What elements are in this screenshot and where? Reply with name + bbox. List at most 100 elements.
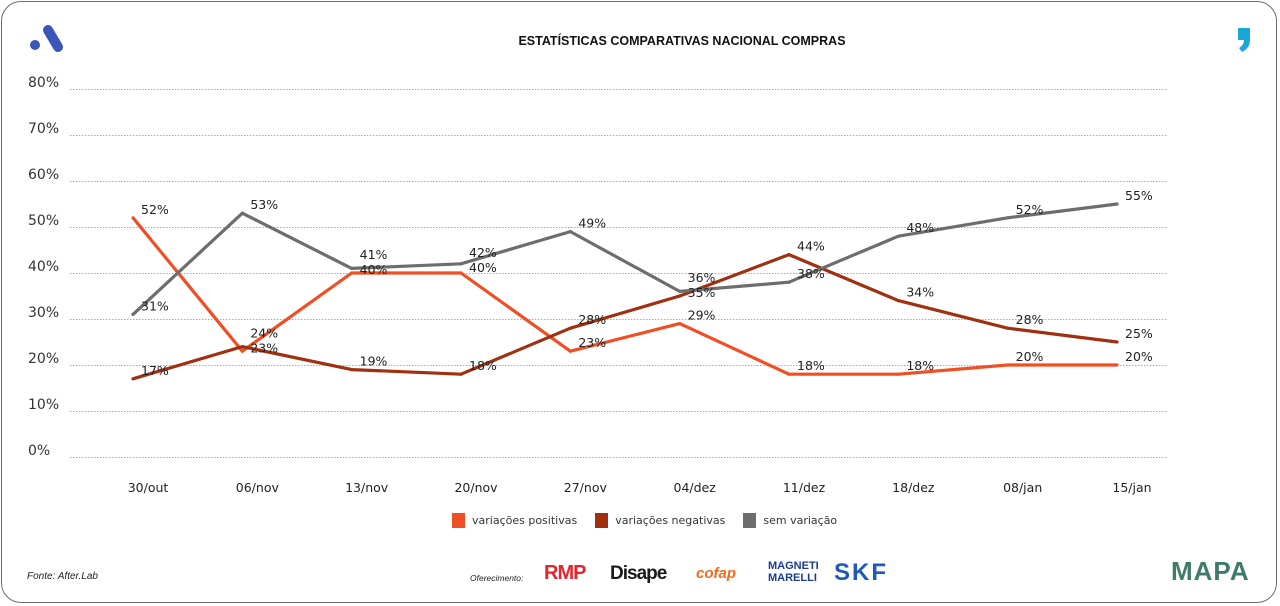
data-label: 31% — [141, 298, 169, 313]
data-point — [240, 211, 244, 215]
data-point — [1006, 216, 1010, 220]
data-point — [1115, 202, 1119, 206]
legend-label: variações negativas — [615, 514, 726, 527]
quote-mark-icon — [1238, 28, 1250, 52]
series-line-2 — [131, 202, 1118, 316]
legend-swatch — [452, 513, 465, 528]
data-label: 44% — [797, 239, 825, 254]
data-point — [1115, 363, 1119, 367]
mapa-logo: MAPA — [1171, 556, 1250, 586]
data-label: 53% — [250, 197, 278, 212]
brand-logo-icon — [30, 25, 63, 52]
series-line-0 — [131, 216, 1117, 376]
y-tick-label: 70% — [28, 121, 59, 137]
data-label: 19% — [360, 354, 388, 369]
data-point — [896, 299, 900, 303]
data-label: 18% — [469, 358, 497, 373]
data-point — [678, 294, 682, 298]
y-tick-label: 40% — [28, 259, 59, 275]
x-tick-label: 20/nov — [454, 480, 498, 495]
data-label: 41% — [360, 247, 388, 262]
data-label: 34% — [906, 285, 934, 300]
legend-item-negative: variações negativas — [595, 513, 725, 528]
y-tick-label: 60% — [28, 167, 59, 183]
source-note: Fonte: After.Lab — [27, 571, 98, 582]
data-point — [131, 377, 135, 381]
x-tick-label: 11/dez — [783, 480, 826, 495]
x-tick-label: 15/jan — [1112, 480, 1151, 495]
data-label: 23% — [250, 340, 278, 355]
data-point — [678, 322, 682, 326]
series-line-1 — [132, 253, 1118, 381]
data-point — [787, 280, 791, 284]
legend-item-positive: variações positivas — [452, 513, 577, 528]
data-point — [350, 266, 354, 270]
x-tick-label: 30/out — [128, 480, 169, 495]
data-point — [678, 289, 682, 293]
legend-swatch — [595, 513, 609, 528]
legend-label: sem variação — [763, 514, 838, 527]
y-tick-label: 80% — [28, 75, 59, 91]
sponsor-caption: Oferecimento: — [470, 573, 524, 583]
data-label: 28% — [578, 312, 606, 327]
data-label: 17% — [141, 363, 169, 378]
y-tick-label: 30% — [28, 305, 59, 321]
data-label: 18% — [797, 358, 825, 373]
data-label: 35% — [688, 285, 716, 300]
data-point — [568, 230, 572, 234]
data-label: 18% — [906, 358, 934, 373]
x-tick-label: 08/jan — [1003, 480, 1042, 495]
data-point — [350, 368, 354, 372]
sponsor-logo-disape: Disape — [610, 563, 667, 584]
data-point — [240, 345, 244, 349]
data-label: 40% — [360, 262, 388, 277]
data-point — [568, 349, 572, 353]
data-label: 48% — [906, 220, 934, 235]
y-tick-label: 10% — [28, 397, 59, 413]
x-tick-label: 18/dez — [892, 480, 935, 495]
x-tick-label: 13/nov — [345, 480, 389, 495]
data-point — [459, 271, 463, 275]
data-label: 40% — [469, 260, 497, 275]
y-tick-label: 20% — [28, 351, 59, 367]
sponsor-logo-cofap: cofap — [696, 565, 737, 582]
data-label: 52% — [1016, 202, 1044, 217]
data-point — [896, 234, 900, 238]
data-label: 29% — [688, 308, 716, 323]
sponsor-logo-rmp: RMP — [544, 562, 586, 584]
data-label: 55% — [1125, 188, 1153, 203]
data-point — [787, 372, 791, 376]
data-point — [787, 253, 791, 257]
data-label: 49% — [578, 216, 606, 231]
data-point — [131, 216, 135, 220]
y-tick-label: 50% — [28, 213, 59, 229]
sponsor-logo-magneti-marelli: MAGNETI MARELLI — [768, 560, 819, 584]
data-point — [1006, 363, 1010, 367]
data-label: 52% — [141, 202, 169, 217]
chart-title: ESTATÍSTICAS COMPARATIVAS NACIONAL COMPR… — [518, 34, 846, 48]
data-point — [240, 349, 244, 353]
data-label: 20% — [1125, 349, 1153, 364]
data-point — [896, 372, 900, 376]
data-point — [459, 262, 463, 266]
data-label: 38% — [797, 266, 825, 281]
data-point — [1006, 326, 1010, 330]
sponsor-logo-skf: SKF — [834, 559, 888, 586]
legend: variações positivas variações negativas … — [452, 513, 837, 528]
data-label: 24% — [250, 325, 278, 340]
legend-item-neutral: sem variação — [743, 513, 837, 528]
x-tick-label: 04/dez — [674, 480, 717, 495]
data-point — [350, 271, 354, 275]
y-tick-label: 0% — [28, 443, 50, 459]
data-point — [568, 326, 572, 330]
data-label: 28% — [1016, 312, 1044, 327]
data-label: 23% — [578, 335, 606, 350]
x-tick-label: 06/nov — [236, 480, 280, 495]
legend-swatch — [743, 513, 757, 528]
data-point — [459, 372, 463, 376]
data-point — [131, 312, 135, 316]
x-tick-label: 27/nov — [564, 480, 608, 495]
data-label: 36% — [688, 270, 716, 285]
